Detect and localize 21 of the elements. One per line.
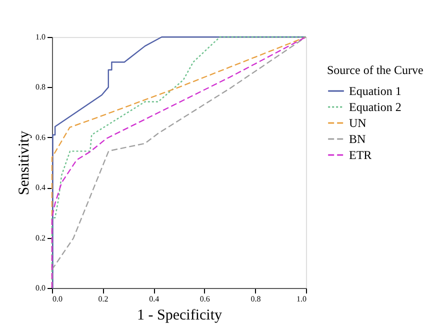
- x-tick-label: 0.4: [149, 294, 160, 304]
- y-axis-title: Sensitivity: [16, 130, 32, 196]
- legend-label: Equation 2: [349, 100, 402, 114]
- legend-label: Equation 1: [349, 84, 402, 98]
- x-tick-label: 0.0: [52, 294, 62, 304]
- legend-title: Source of the Curve: [327, 63, 424, 77]
- x-tick-label: 0.6: [200, 294, 210, 304]
- y-tick-label: 0.8: [36, 82, 46, 92]
- y-tick-label: 1.0: [36, 32, 46, 42]
- x-tick-label: 0.2: [98, 294, 108, 304]
- y-tick-label: 0.2: [36, 233, 46, 242]
- y-tick-label: 0.6: [36, 132, 46, 142]
- line-series: [51, 36, 307, 289]
- y-tick-label: 0.0: [36, 284, 46, 292]
- legend-label: ETR: [349, 148, 372, 162]
- y-tick-label: 0.4: [36, 183, 46, 192]
- x-axis-title: 1 - Specificity: [137, 308, 222, 324]
- legend-label: BN: [349, 132, 366, 146]
- x-tick-label: 1.0: [296, 294, 306, 304]
- x-tick-label: 0.8: [250, 294, 261, 304]
- legend-label: UN: [349, 116, 367, 130]
